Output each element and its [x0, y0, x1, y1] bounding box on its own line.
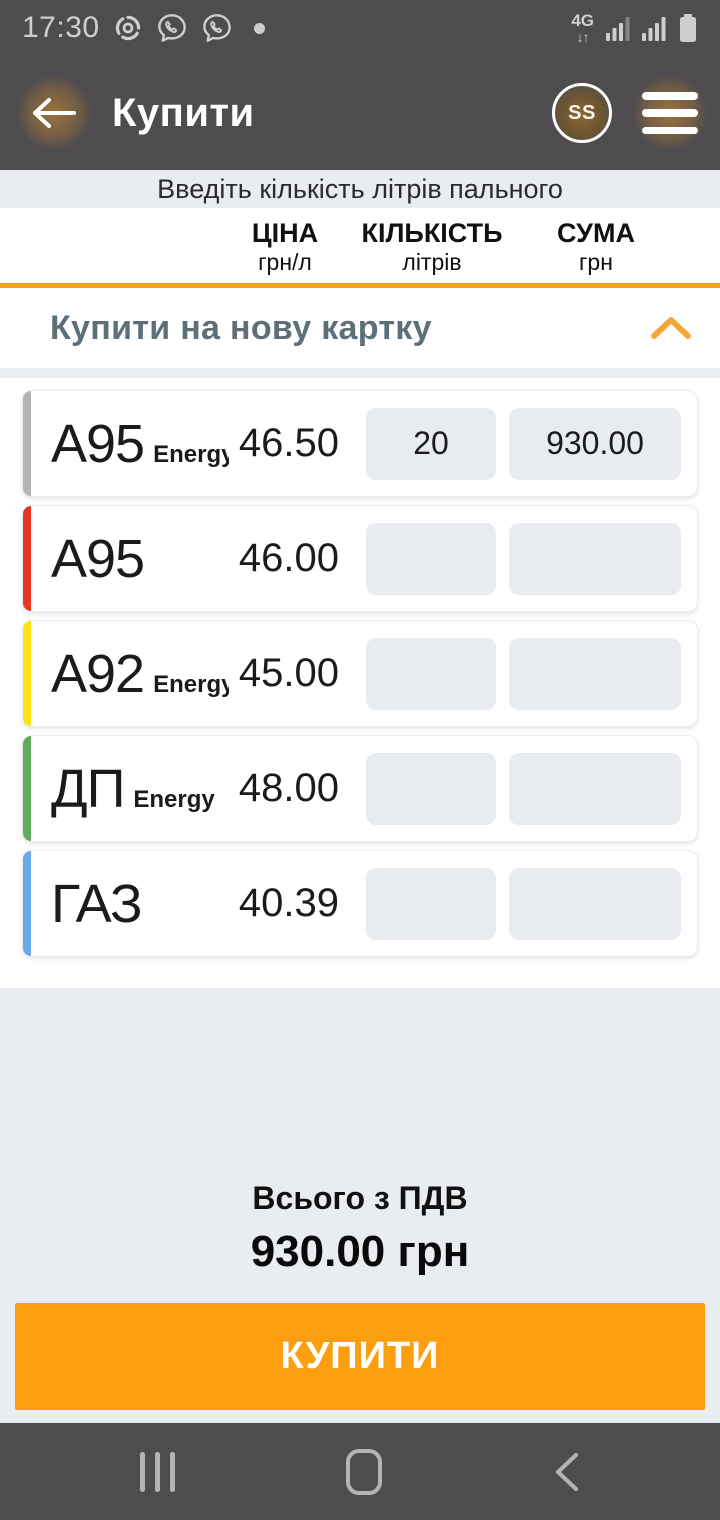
- recent-apps-button[interactable]: [140, 1451, 175, 1492]
- fuel-row: А95 46.00: [22, 505, 698, 612]
- signal-strength-icon: [606, 15, 630, 41]
- sum-input[interactable]: [509, 637, 681, 710]
- android-nav-bar: [0, 1423, 720, 1520]
- fuel-price: 45.00: [238, 651, 339, 695]
- chevron-up-icon: [650, 316, 692, 340]
- recent-bar: [140, 1451, 145, 1492]
- quantity-input[interactable]: [366, 867, 496, 940]
- status-bar: 17:30: [0, 0, 720, 56]
- back-button[interactable]: [22, 81, 86, 145]
- sum-input[interactable]: [509, 522, 681, 595]
- fuel-color-bar: [23, 391, 31, 496]
- back-arrow-icon: [33, 98, 76, 128]
- home-button[interactable]: [345, 1448, 382, 1495]
- fuel-name: А92 Energy: [51, 643, 229, 705]
- nav-back-icon: [556, 1452, 578, 1491]
- avatar[interactable]: SS: [552, 83, 612, 143]
- fuel-tag-text: Energy: [153, 440, 229, 468]
- status-bar-left: 17:30: [22, 11, 265, 45]
- fuel-row: ДП Energy 48.00: [22, 735, 698, 842]
- fuel-name: А95 Energy: [51, 413, 229, 475]
- sum-input[interactable]: [509, 752, 681, 825]
- fuel-name: А95: [51, 528, 229, 590]
- fuel-name-text: А95: [51, 413, 145, 474]
- recent-bar: [155, 1451, 160, 1492]
- hamburger-bar: [642, 109, 698, 117]
- column-header-sum: СУМА грн: [557, 217, 635, 275]
- fuel-price: 46.50: [238, 421, 339, 465]
- section-title: Купити на нову картку: [50, 308, 432, 347]
- hamburger-menu-button[interactable]: [642, 90, 698, 136]
- fuel-row: А92 Energy 45.00: [22, 620, 698, 727]
- viber-icon: [156, 12, 188, 44]
- quantity-input[interactable]: [366, 752, 496, 825]
- divider: [0, 368, 720, 378]
- fuel-color-bar: [23, 621, 31, 726]
- fuel-row: А95 Energy 46.50 20 930.00: [22, 390, 698, 497]
- fuel-price: 46.00: [238, 536, 339, 580]
- buy-button[interactable]: КУПИТИ: [15, 1303, 705, 1410]
- sum-input[interactable]: [509, 867, 681, 940]
- fuel-color-bar: [23, 506, 31, 611]
- total-value: 930.00 грн: [250, 1227, 470, 1276]
- quantity-input[interactable]: [366, 637, 496, 710]
- fuel-tag-text: Energy: [153, 670, 229, 698]
- fuel-name-text: А92: [51, 643, 145, 704]
- dot-icon: [253, 22, 265, 34]
- page-title: Купити: [112, 90, 255, 135]
- column-header-quantity: КІЛЬКІСТЬ літрів: [361, 217, 503, 275]
- fuel-name-text: ДП: [51, 758, 125, 819]
- fuel-tag-text: Energy: [133, 785, 215, 813]
- hint-bar: Введіть кількість літрів пального: [0, 170, 720, 208]
- fuel-name: ГАЗ: [51, 873, 229, 935]
- battery-icon: [678, 12, 698, 44]
- column-header-price: ЦІНА грн/л: [251, 217, 319, 275]
- viber-icon: [201, 12, 233, 44]
- network-type-icon: 4G ↓↑: [571, 11, 594, 45]
- fuel-name-text: А95: [51, 528, 145, 589]
- fuel-row: ГАЗ 40.39: [22, 850, 698, 957]
- quantity-input[interactable]: [366, 522, 496, 595]
- hamburger-bar: [642, 126, 698, 134]
- hamburger-bar: [642, 92, 698, 100]
- fuel-color-bar: [23, 851, 31, 956]
- gallery-swirl-icon: [113, 13, 143, 43]
- total-label: Всього з ПДВ: [252, 1180, 468, 1216]
- signal-strength-icon: [642, 15, 666, 41]
- clock: 17:30: [22, 11, 100, 44]
- fuel-color-bar: [23, 736, 31, 841]
- section-header-new-card[interactable]: Купити на нову картку: [0, 288, 720, 368]
- sum-input[interactable]: 930.00: [509, 407, 681, 480]
- summary-panel: Всього з ПДВ 930.00 грн КУПИТИ: [0, 988, 720, 1423]
- fuel-price: 40.39: [238, 881, 339, 925]
- status-bar-right: 4G ↓↑: [571, 12, 698, 44]
- fuel-name: ДП Energy: [51, 758, 229, 820]
- fuel-price: 48.00: [238, 766, 339, 810]
- nav-back-button[interactable]: [552, 1451, 580, 1493]
- app-header: Купити SS: [0, 56, 720, 170]
- quantity-input[interactable]: 20: [366, 407, 496, 480]
- fuel-list: А95 Energy 46.50 20 930.00 А95 46.00 А92…: [0, 378, 720, 988]
- table-header: ЦІНА грн/л КІЛЬКІСТЬ літрів СУМА грн: [0, 208, 720, 288]
- fuel-name-text: ГАЗ: [51, 873, 143, 934]
- recent-bar: [170, 1451, 175, 1492]
